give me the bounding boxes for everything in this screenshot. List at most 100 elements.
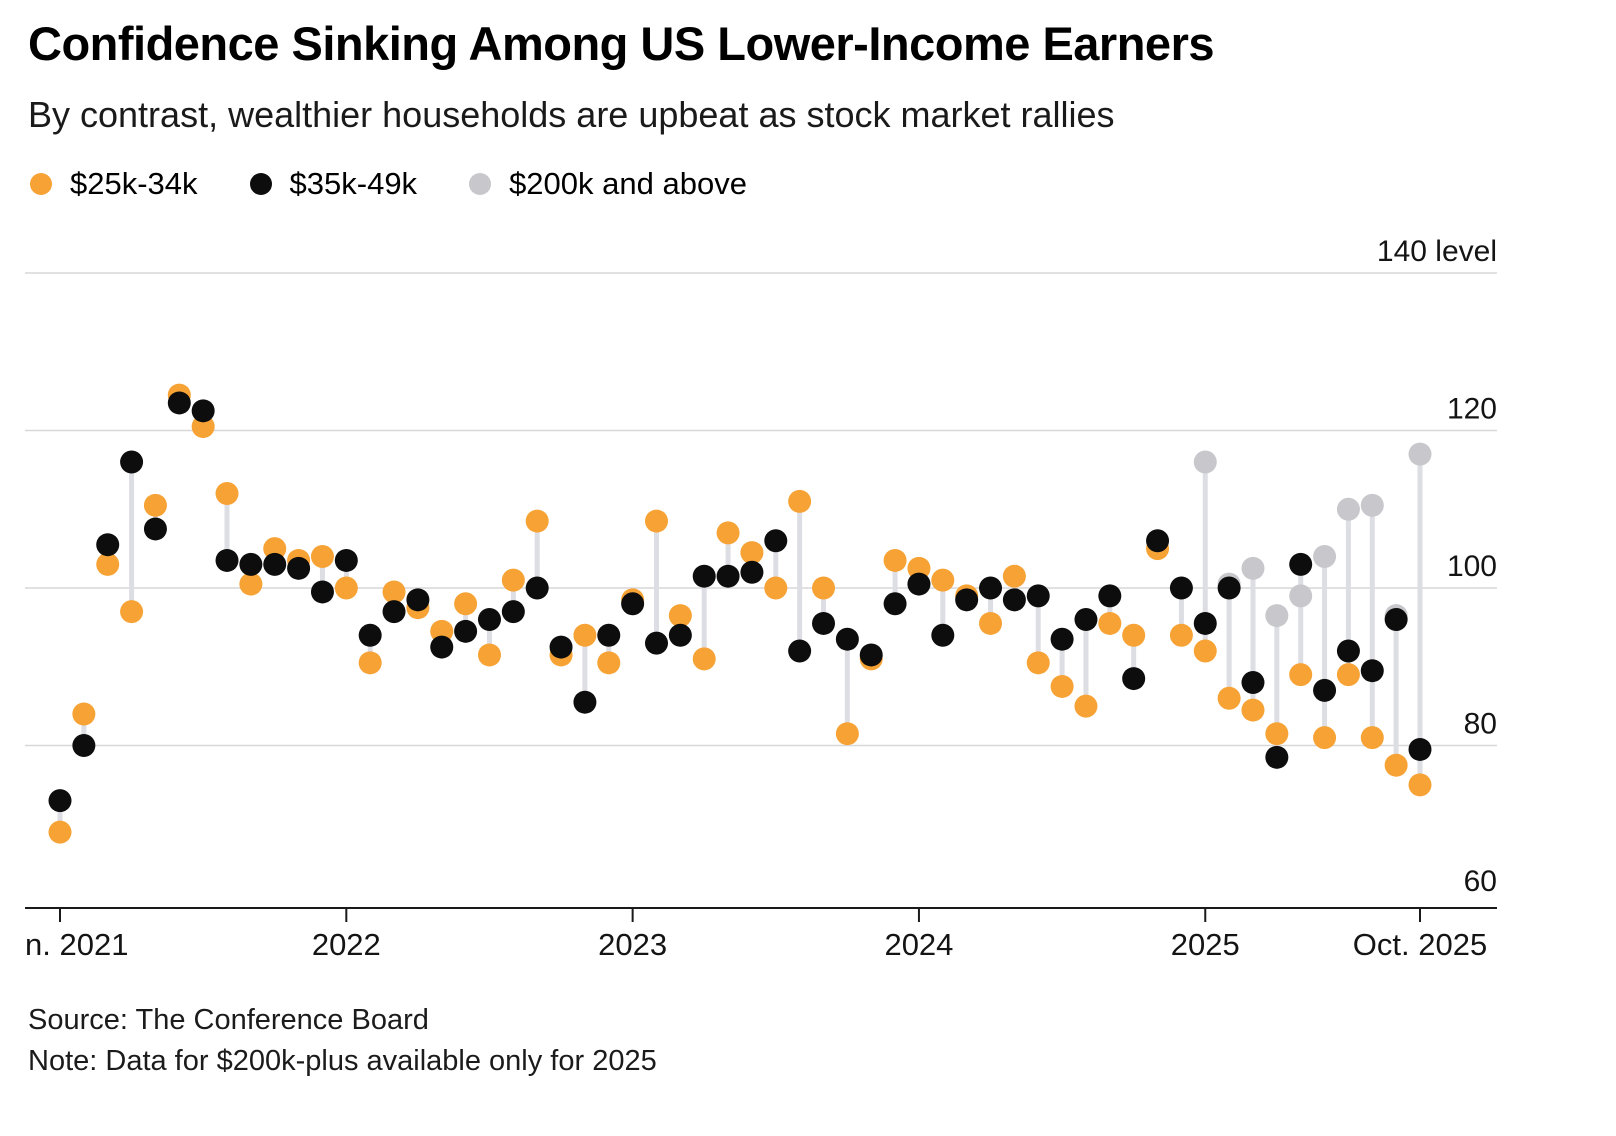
dot-25k-34k [907,556,931,580]
dot-35k-49k [692,564,716,588]
x-axis-label: 2025 [1171,927,1240,962]
dot-25k-34k [1050,674,1074,698]
dot-35k-49k [1217,576,1241,600]
dot-25k-34k [501,568,525,592]
dot-25k-34k [788,489,812,513]
dot-25k-34k [263,537,287,561]
dot-35k-49k [1289,552,1313,576]
dot-25k-34k [1122,623,1146,647]
dot-200k-and-above [1241,556,1265,580]
dot-35k-49k [477,608,501,631]
dot-25k-34k [1265,722,1289,746]
dot-25k-34k [931,568,955,592]
dot-35k-49k [812,611,836,635]
dot-35k-49k [1384,608,1408,631]
dot-200k-and-above [1408,442,1432,466]
dot-25k-34k [1074,694,1098,718]
dot-35k-49k [120,450,144,474]
y-axis-label-120: 120 [1447,393,1497,426]
dot-25k-34k [215,482,239,505]
dot-35k-49k [1146,529,1170,553]
dot-25k-34k [979,611,1003,635]
x-axis-label: 2023 [598,927,667,962]
dot-35k-49k [1169,576,1193,600]
dot-25k-34k [477,643,501,667]
chart-subtitle: By contrast, wealthier households are up… [28,94,1115,135]
chart-footer: Source: The Conference Board Note: Data … [28,1000,657,1082]
dot-25k-34k [1002,564,1026,588]
dot-25k-34k [716,521,740,545]
dot-35k-49k [1122,667,1146,691]
dot-35k-49k [215,548,239,572]
dot-200k-and-above [1336,497,1360,521]
legend-dot-35k-49k-icon [249,173,272,195]
dot-25k-34k [454,592,478,616]
dot-35k-49k [501,600,525,624]
dot-35k-49k [716,564,740,588]
dot-35k-49k [358,623,382,647]
legend-label-35k-49k: $35k-49k [289,166,418,201]
dot-25k-34k [239,572,263,596]
dot-35k-49k [955,588,979,612]
dot-35k-49k [740,560,764,584]
dot-35k-49k [1026,584,1050,608]
dot-35k-49k [1098,584,1122,608]
dot-25k-34k [96,552,120,576]
dot-25k-34k [1336,663,1360,687]
dot-35k-49k [644,631,668,655]
dot-25k-34k [120,600,144,624]
legend-item-35k-49k: $35k-49k [249,166,418,202]
dot-25k-34k [883,548,907,572]
dot-25k-34k [668,604,692,628]
dot-25k-34k [644,509,668,533]
legend-dot-200k-and-above-icon [469,173,492,195]
dot-35k-49k [406,588,430,612]
dot-35k-49k [621,592,645,616]
dot-35k-49k [1408,737,1432,761]
dot-25k-34k [812,576,836,600]
dot-35k-49k [764,529,788,553]
x-axis-label: 2024 [884,927,953,962]
legend-item-200k-and-above: $200k and above [469,166,747,202]
dot-25k-34k [740,541,764,565]
dot-35k-49k [239,552,263,576]
dot-35k-49k [668,623,692,647]
dot-25k-34k [1026,651,1050,675]
dot-35k-49k [1193,611,1217,635]
dot-35k-49k [1265,745,1289,769]
dot-35k-49k [1050,627,1074,651]
dot-35k-49k [334,548,358,572]
dot-25k-34k [1169,623,1193,647]
dot-35k-49k [883,592,907,616]
dot-35k-49k [525,576,549,600]
dot-25k-34k [382,580,406,604]
legend-label-200k-and-above: $200k and above [509,166,747,201]
dot-25k-34k [1241,698,1265,722]
dot-35k-49k [859,643,883,667]
dot-35k-49k [143,517,167,541]
dot-35k-49k [263,552,287,576]
dot-35k-49k [1313,678,1337,702]
dot-35k-49k [597,623,621,647]
dot-35k-49k [287,556,311,580]
data-availability-note: Note: Data for $200k-plus available only… [28,1045,657,1077]
dot-200k-and-above [1289,584,1313,608]
dot-200k-and-above [1313,545,1337,568]
dot-25k-34k [1098,611,1122,635]
dot-25k-34k [835,722,859,746]
y-axis-label-60: 60 [1464,865,1497,898]
dot-25k-34k [191,415,215,439]
dot-35k-49k [1241,671,1265,694]
dot-25k-34k [1408,773,1432,797]
x-axis-label: Oct. 2025 [1353,927,1487,962]
dot-200k-and-above [1360,493,1384,517]
dot-35k-49k [1002,588,1026,612]
legend-item-25k-34k: $25k-34k [30,166,198,202]
dot-35k-49k [835,627,859,651]
dot-25k-34k [430,619,454,643]
dot-35k-49k [979,576,1003,600]
legend-label-25k-34k: $25k-34k [70,166,198,201]
dot-35k-49k [788,639,812,663]
